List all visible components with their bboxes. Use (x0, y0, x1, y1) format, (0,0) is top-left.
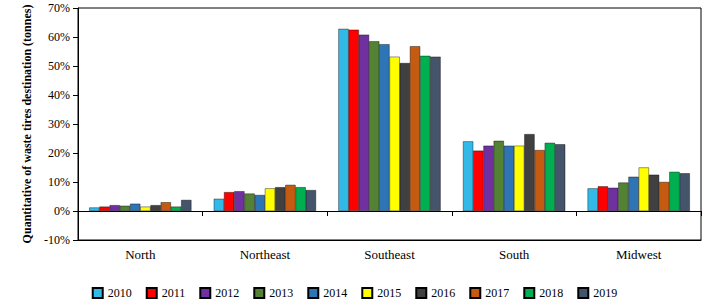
svg-text:50%: 50% (48, 59, 70, 73)
svg-text:2013: 2013 (269, 286, 293, 300)
svg-text:2011: 2011 (162, 286, 186, 300)
svg-text:10%: 10% (48, 175, 70, 189)
svg-text:North: North (125, 247, 156, 262)
svg-text:2012: 2012 (215, 286, 239, 300)
svg-text:2017: 2017 (485, 286, 509, 300)
svg-text:Quantitative of waste tires de: Quantitative of waste tires destination … (20, 5, 34, 244)
svg-text:70%: 70% (48, 1, 70, 15)
svg-text:2015: 2015 (377, 286, 401, 300)
svg-text:Midwest: Midwest (616, 247, 662, 262)
svg-text:2018: 2018 (539, 286, 563, 300)
svg-text:30%: 30% (48, 117, 70, 131)
svg-text:2010: 2010 (108, 286, 132, 300)
svg-text:60%: 60% (48, 30, 70, 44)
svg-text:2014: 2014 (323, 286, 347, 300)
svg-text:South: South (499, 247, 530, 262)
svg-text:-10%: -10% (44, 233, 70, 247)
svg-text:Southeast: Southeast (364, 247, 415, 262)
svg-text:2019: 2019 (593, 286, 617, 300)
svg-text:0%: 0% (54, 204, 70, 218)
svg-text:2016: 2016 (431, 286, 455, 300)
svg-text:40%: 40% (48, 88, 70, 102)
svg-text:Northeast: Northeast (240, 247, 291, 262)
svg-text:20%: 20% (48, 146, 70, 160)
